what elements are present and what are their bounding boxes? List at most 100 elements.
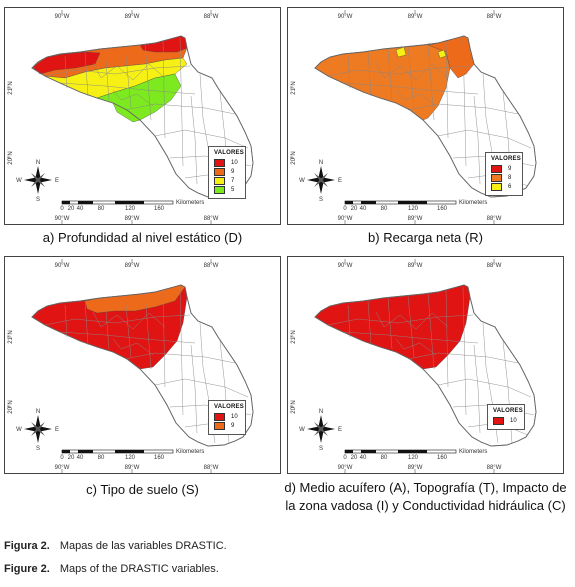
municipal-boundary <box>104 297 110 350</box>
legend-swatch <box>491 164 502 173</box>
legend-swatch <box>214 158 225 167</box>
legend-a-item-9: 9 <box>214 167 240 176</box>
scalebar-tick: 120 <box>408 455 419 461</box>
lat-label: 21°N <box>291 81 297 94</box>
municipal-boundary <box>112 89 154 107</box>
scalebar-tick: 80 <box>98 455 105 461</box>
municipal-boundary <box>407 352 519 364</box>
municipal-boundary <box>427 292 435 370</box>
figure-text-es: Mapas de las variables DRASTIC. <box>59 540 227 552</box>
legend-d-item-10: 10 <box>493 416 519 425</box>
caption-d-line-2: la zona vadosa (I) y Conductividad hidrá… <box>285 498 566 513</box>
municipal-boundary <box>387 297 393 350</box>
map-panel-b: 90°W 89°W 88°W 90°W 89°W 88°W 21°N 20°N N S W E 0 20 4… <box>287 7 564 225</box>
compass-letter: N <box>319 160 323 166</box>
lon-label-top: 90°W <box>338 263 353 269</box>
legend-swatch <box>214 421 225 430</box>
lon-label-top: 88°W <box>487 263 502 269</box>
scalebar-segment <box>345 201 353 204</box>
scalebar-segment <box>115 201 144 204</box>
municipal-boundary <box>407 46 415 109</box>
municipal-boundary <box>112 338 154 356</box>
legend-c: VALORES 10 9 <box>208 400 246 435</box>
municipal-boundary <box>407 103 519 115</box>
legend-a: VALORES 10 9 7 5 <box>208 146 246 199</box>
caption-d: d) Medio acuífero (A), Topografía (T), I… <box>279 479 572 515</box>
legend-label: 10 <box>231 159 238 166</box>
municipal-boundary <box>437 378 532 398</box>
scalebar-tick: 20 <box>68 206 75 212</box>
scalebar-segment <box>78 201 93 204</box>
legend-d: VALORES 10 <box>487 404 525 430</box>
legend-swatch <box>491 173 502 182</box>
scalebar-segment <box>62 201 70 204</box>
scalebar-tick: 160 <box>154 206 165 212</box>
municipal-boundary <box>387 48 393 101</box>
legend-c-title: VALORES <box>214 404 244 410</box>
lon-label-top: 89°W <box>125 263 140 269</box>
zone-value-8 <box>314 39 451 121</box>
municipal-boundary <box>190 344 198 434</box>
scalebar-segment <box>62 450 70 453</box>
legend-b-item-9: 9 <box>491 164 517 173</box>
lon-label-bottom: 90°W <box>338 216 353 222</box>
lon-label-top: 88°W <box>204 14 219 20</box>
municipal-boundary <box>124 295 132 358</box>
scalebar-tick: 0 <box>343 455 347 461</box>
scalebar-segment <box>398 450 427 453</box>
caption-c: c) Tipo de suelo (S) <box>86 482 199 497</box>
municipal-boundary <box>44 65 191 77</box>
lon-label-top: 89°W <box>408 14 423 20</box>
legend-b-item-6: 6 <box>491 182 517 191</box>
scalebar-tick: 0 <box>343 206 347 212</box>
map-panel-a: 90°W 89°W 88°W 90°W 89°W 88°W 21°N 20°N N S W E 0 20 4… <box>4 7 281 225</box>
lon-label-bottom: 89°W <box>408 465 423 471</box>
compass-letter: W <box>16 178 22 184</box>
municipal-boundary <box>375 62 449 81</box>
lon-label-bottom: 89°W <box>408 216 423 222</box>
compass-letter: S <box>36 446 40 452</box>
map-panel-c: 90°W 89°W 88°W 90°W 89°W 88°W 21°N 20°N N S W E 0 20 4… <box>4 256 281 474</box>
scalebar-tick: 0 <box>60 206 64 212</box>
scalebar-segment <box>398 201 427 204</box>
lon-label-bottom: 89°W <box>125 216 140 222</box>
municipal-boundary <box>445 40 449 139</box>
municipal-boundary <box>104 48 110 101</box>
municipal-boundary <box>162 289 166 388</box>
legend-a-item-5: 5 <box>214 185 240 194</box>
municipal-boundary <box>84 300 89 346</box>
legend-c-item-9: 9 <box>214 421 240 430</box>
municipal-boundary <box>473 344 481 434</box>
scalebar-tick: 160 <box>437 455 448 461</box>
zone-value-10 <box>32 51 101 75</box>
lat-label: 21°N <box>8 81 14 94</box>
municipal-boundary <box>407 295 415 358</box>
compass-letter: N <box>36 409 40 415</box>
compass-letter: W <box>299 178 305 184</box>
lon-label-bottom: 88°W <box>204 216 219 222</box>
state-border <box>314 284 537 447</box>
lon-label-top: 90°W <box>55 14 70 20</box>
figure-text-en: Maps of the DRASTIC variables. <box>59 563 219 575</box>
lon-label-top: 90°W <box>338 14 353 20</box>
scalebar-tick: 120 <box>125 455 136 461</box>
municipal-boundary <box>473 95 481 185</box>
scalebar-tick: 40 <box>77 455 84 461</box>
scalebar-tick: 40 <box>360 206 367 212</box>
legend-b-title: VALORES <box>491 156 521 162</box>
scalebar-tick: 0 <box>60 455 64 461</box>
municipal-boundary <box>124 46 132 109</box>
scalebar-tick: 20 <box>68 455 75 461</box>
municipal-boundary <box>124 103 236 115</box>
lat-label: 21°N <box>291 330 297 343</box>
legend-label: 8 <box>508 174 512 181</box>
compass-needle <box>31 422 45 436</box>
lat-label: 21°N <box>8 330 14 343</box>
municipal-boundary <box>367 300 372 346</box>
scalebar-tick: 160 <box>154 455 165 461</box>
compass-needle <box>31 173 45 187</box>
scalebar-tick: 120 <box>408 206 419 212</box>
compass-letter: E <box>338 427 342 433</box>
legend-label: 9 <box>508 165 512 172</box>
municipal-boundary <box>144 43 152 121</box>
